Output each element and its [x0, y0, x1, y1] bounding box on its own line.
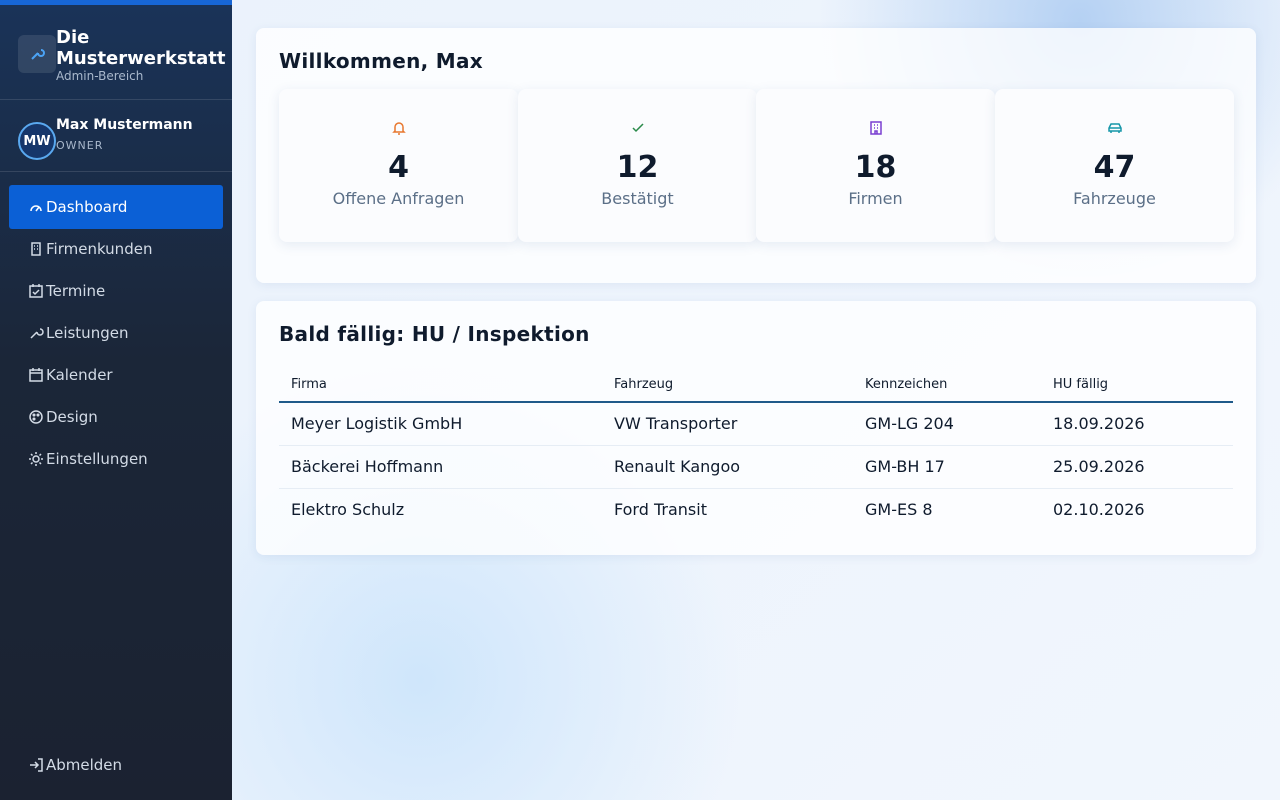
user-name: Max Mustermann: [56, 117, 193, 133]
stat-label: Fahrzeuge: [1073, 189, 1156, 208]
logout-label: Abmelden: [46, 756, 123, 774]
divider: [0, 171, 232, 172]
column-header: Kennzeichen: [853, 367, 1041, 403]
nav-item[interactable]: Leistungen: [9, 311, 223, 355]
stat-card: 12 Bestätigt: [518, 89, 757, 242]
stat-label: Bestätigt: [601, 189, 674, 208]
welcome-card: Willkommen, Max 4 Offene Anfragen 12 Bestä…: [256, 28, 1256, 283]
table-cell: VW Transporter: [602, 402, 853, 446]
sidebar: Die Musterwerkstatt Admin-Bereich MW Max…: [0, 0, 232, 800]
nav-label: Firmenkunden: [46, 240, 153, 258]
nav-item[interactable]: Firmenkunden: [9, 227, 223, 271]
welcome-title: Willkommen, Max: [279, 49, 483, 73]
nav-label: Termine: [46, 282, 106, 300]
user: MW Max Mustermann OWNER: [18, 116, 193, 160]
table-row: Bäckerei Hoffmann Renault Kangoo GM-BH 17 2…: [279, 445, 1233, 489]
nav-item[interactable]: Dashboard: [9, 185, 223, 229]
nav-item[interactable]: Einstellungen: [9, 437, 223, 481]
header-row: Firma Fahrzeug Kennzeichen HU fällig: [279, 367, 1233, 403]
brand-subtitle: Admin-Bereich: [56, 69, 144, 83]
table-cell: 02.10.2026: [1053, 500, 1145, 520]
brand: Die Musterwerkstatt Admin-Bereich: [18, 27, 236, 83]
table-cell: GM-LG 204: [853, 402, 1041, 446]
table-row: Meyer Logistik GmbH VW Transporter GM-LG 2…: [279, 402, 1233, 446]
stat-value: 47: [1093, 150, 1136, 185]
table-body: Meyer Logistik GmbH VW Transporter GM-LG 2…: [279, 402, 1233, 531]
stat-value: 12: [616, 150, 659, 185]
nav-label: Leistungen: [46, 324, 129, 342]
nav-label: Kalender: [46, 366, 113, 384]
due-title: Bald fällig: HU / Inspektion: [279, 322, 590, 346]
avatar: MW: [18, 122, 56, 160]
table-cell: 25.09.2026: [1041, 445, 1233, 489]
user-role: OWNER: [56, 139, 104, 152]
stat-label: Firmen: [848, 189, 903, 208]
nav-label: Einstellungen: [46, 450, 148, 468]
logout[interactable]: Abmelden: [9, 743, 223, 787]
stat-value: 4: [388, 150, 409, 185]
nav-item[interactable]: Design: [9, 395, 223, 439]
stat-label: Offene Anfragen: [332, 189, 465, 208]
nav-label: Dashboard: [46, 198, 128, 216]
nav-label: Design: [46, 408, 98, 426]
table-cell: Renault Kangoo: [602, 445, 853, 489]
stat-card: 18 Firmen: [756, 89, 995, 242]
table-cell: GM-BH 17: [853, 445, 1041, 489]
stat-card: 4 Offene Anfragen: [279, 89, 518, 242]
table-cell: Elektro Schulz: [291, 500, 405, 520]
nav-item[interactable]: Termine: [9, 269, 223, 313]
column-header: Fahrzeug: [602, 367, 853, 403]
logo: [18, 35, 56, 73]
table-cell: Bäckerei Hoffmann: [279, 445, 602, 489]
stat-card: 47 Fahrzeuge: [995, 89, 1234, 242]
table-cell: Ford Transit: [614, 500, 707, 520]
nav-item[interactable]: Kalender: [9, 353, 223, 397]
table-cell: Meyer Logistik GmbH: [279, 402, 602, 446]
divider: [0, 99, 232, 100]
column-header: Firma: [279, 367, 602, 403]
table-row: Elektro Schulz Ford Transit GM-ES 8 02.10.2…: [279, 488, 1233, 531]
stat-value: 18: [854, 150, 897, 185]
table-cell: GM-ES 8: [865, 500, 933, 520]
table-cell: 18.09.2026: [1041, 402, 1233, 446]
due-table: Firma Fahrzeug Kennzeichen HU fällig Mey…: [279, 367, 1233, 531]
due-card: Bald fällig: HU / Inspektion Firma Fahrz…: [256, 301, 1256, 555]
brand-title: Die Musterwerkstatt: [56, 27, 226, 69]
column-header: HU fällig: [1041, 367, 1233, 403]
